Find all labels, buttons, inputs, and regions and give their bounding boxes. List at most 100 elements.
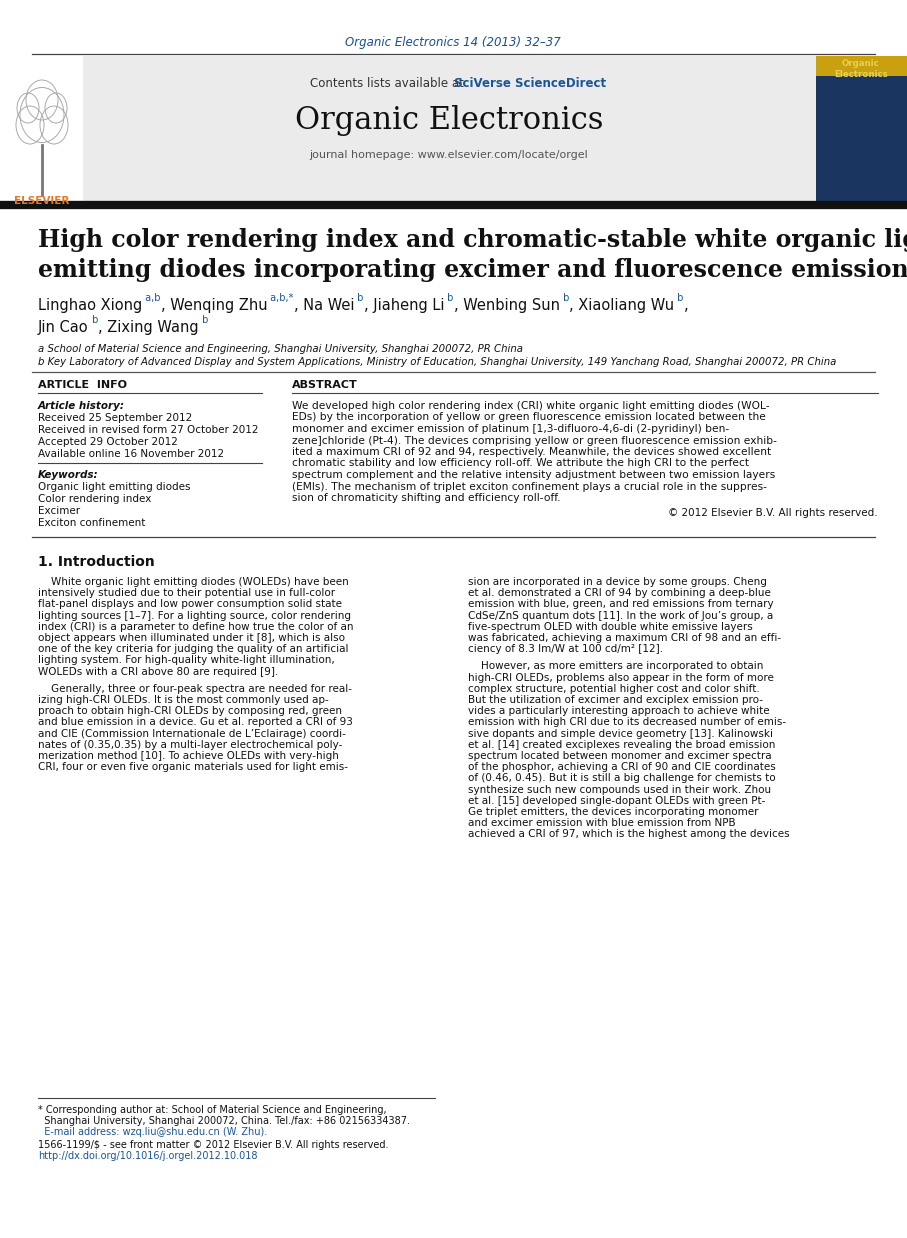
Text: Article history:: Article history: [38,401,125,411]
Text: et al. demonstrated a CRI of 94 by combining a deep-blue: et al. demonstrated a CRI of 94 by combi… [468,588,771,598]
Text: Generally, three or four-peak spectra are needed for real-: Generally, three or four-peak spectra ar… [38,683,352,693]
Text: EDs) by the incorporation of yellow or green fluorescence emission located betwe: EDs) by the incorporation of yellow or g… [292,412,766,422]
Text: , Jiaheng Li: , Jiaheng Li [364,298,444,313]
Text: five-spectrum OLED with double white emissive layers: five-spectrum OLED with double white emi… [468,621,753,631]
Text: monomer and excimer emission of platinum [1,3-difluoro-4,6-di (2-pyridinyl) ben-: monomer and excimer emission of platinum… [292,423,729,435]
Text: ABSTRACT: ABSTRACT [292,380,357,390]
Text: et al. [15] developed single-dopant OLEDs with green Pt-: et al. [15] developed single-dopant OLED… [468,796,766,806]
Text: complex structure, potential higher cost and color shift.: complex structure, potential higher cost… [468,683,760,693]
Text: Organic
Electronics: Organic Electronics [834,59,888,79]
Text: intensively studied due to their potential use in full-color: intensively studied due to their potenti… [38,588,335,598]
Text: Shanghai University, Shanghai 200072, China. Tel./fax: +86 02156334387.: Shanghai University, Shanghai 200072, Ch… [38,1115,410,1127]
Text: 1. Introduction: 1. Introduction [38,555,155,569]
Text: b: b [560,292,569,302]
Text: was fabricated, achieving a maximum CRI of 98 and an effi-: was fabricated, achieving a maximum CRI … [468,633,781,643]
Text: spectrum located between monomer and excimer spectra: spectrum located between monomer and exc… [468,751,772,761]
Text: izing high-CRI OLEDs. It is the most commonly used ap-: izing high-CRI OLEDs. It is the most com… [38,695,328,704]
Text: one of the key criteria for judging the quality of an artificial: one of the key criteria for judging the … [38,644,348,654]
Text: Ge triplet emitters, the devices incorporating monomer: Ge triplet emitters, the devices incorpo… [468,807,758,817]
Text: Exciton confinement: Exciton confinement [38,517,145,527]
Text: high-CRI OLEDs, problems also appear in the form of more: high-CRI OLEDs, problems also appear in … [468,672,774,682]
Text: , Xiaoliang Wu: , Xiaoliang Wu [569,298,674,313]
Text: Color rendering index: Color rendering index [38,494,151,504]
Text: ELSEVIER: ELSEVIER [15,196,70,206]
Text: et al. [14] created exciplexes revealing the broad emission: et al. [14] created exciplexes revealing… [468,740,775,750]
Text: flat-panel displays and low power consumption solid state: flat-panel displays and low power consum… [38,599,342,609]
Text: Available online 16 November 2012: Available online 16 November 2012 [38,449,224,459]
Text: , Zixing Wang: , Zixing Wang [98,319,199,335]
Text: http://dx.doi.org/10.1016/j.orgel.2012.10.018: http://dx.doi.org/10.1016/j.orgel.2012.1… [38,1151,258,1161]
Text: CdSe/ZnS quantum dots [11]. In the work of Jou’s group, a: CdSe/ZnS quantum dots [11]. In the work … [468,610,774,620]
Text: Accepted 29 October 2012: Accepted 29 October 2012 [38,437,178,447]
Text: a School of Material Science and Engineering, Shanghai University, Shanghai 2000: a School of Material Science and Enginee… [38,344,523,354]
Text: vides a particularly interesting approach to achieve white: vides a particularly interesting approac… [468,706,770,717]
Text: b: b [199,314,208,324]
Text: emitting diodes incorporating excimer and fluorescence emission: emitting diodes incorporating excimer an… [38,258,907,282]
Text: b: b [674,292,683,302]
Text: index (CRI) is a parameter to define how true the color of an: index (CRI) is a parameter to define how… [38,621,354,631]
Text: However, as more emitters are incorporated to obtain: However, as more emitters are incorporat… [468,661,764,671]
Text: But the utilization of excimer and exciplex emission pro-: But the utilization of excimer and excip… [468,695,763,704]
Text: Linghao Xiong: Linghao Xiong [38,298,142,313]
Text: Keywords:: Keywords: [38,470,99,480]
Text: of the phosphor, achieving a CRI of 90 and CIE coordinates: of the phosphor, achieving a CRI of 90 a… [468,763,775,773]
Text: E-mail address: wzq.liu@shu.edu.cn (W. Zhu).: E-mail address: wzq.liu@shu.edu.cn (W. Z… [38,1127,268,1136]
Text: Organic Electronics: Organic Electronics [295,105,603,136]
Text: chromatic stability and low efficiency roll-off. We attribute the high CRI to th: chromatic stability and low efficiency r… [292,458,749,468]
Text: * Corresponding author at: School of Material Science and Engineering,: * Corresponding author at: School of Mat… [38,1106,386,1115]
Text: lighting sources [1–7]. For a lighting source, color rendering: lighting sources [1–7]. For a lighting s… [38,610,351,620]
Text: proach to obtain high-CRI OLEDs by composing red, green: proach to obtain high-CRI OLEDs by compo… [38,706,342,717]
Text: and blue emission in a device. Gu et al. reported a CRI of 93: and blue emission in a device. Gu et al.… [38,717,353,728]
Bar [0,56,83,204]
Text: , Na Wei: , Na Wei [294,298,355,313]
Text: Jin Cao: Jin Cao [38,319,89,335]
Text: b Key Laboratory of Advanced Display and System Applications, Ministry of Educat: b Key Laboratory of Advanced Display and… [38,357,836,366]
Text: We developed high color rendering index (CRI) white organic light emitting diode: We developed high color rendering index … [292,401,770,411]
Text: sive dopants and simple device geometry [13]. Kalinowski: sive dopants and simple device geometry … [468,729,773,739]
Text: b: b [444,292,454,302]
Text: and excimer emission with blue emission from NPB: and excimer emission with blue emission … [468,818,736,828]
Text: , Wenqing Zhu: , Wenqing Zhu [161,298,268,313]
Text: ciency of 8.3 lm/W at 100 cd/m² [12].: ciency of 8.3 lm/W at 100 cd/m² [12]. [468,644,663,654]
Text: merization method [10]. To achieve OLEDs with very-high: merization method [10]. To achieve OLEDs… [38,751,339,761]
Text: Excimer: Excimer [38,506,80,516]
Text: © 2012 Elsevier B.V. All rights reserved.: © 2012 Elsevier B.V. All rights reserved… [668,509,878,519]
Text: of (0.46, 0.45). But it is still a big challenge for chemists to: of (0.46, 0.45). But it is still a big c… [468,774,775,784]
Text: SciVerse ScienceDirect: SciVerse ScienceDirect [454,77,606,90]
Text: White organic light emitting diodes (WOLEDs) have been: White organic light emitting diodes (WOL… [38,577,349,587]
Text: lighting system. For high-quality white-light illumination,: lighting system. For high-quality white-… [38,655,335,665]
Text: sion are incorporated in a device by some groups. Cheng: sion are incorporated in a device by som… [468,577,767,587]
Text: Received 25 September 2012: Received 25 September 2012 [38,413,192,423]
Text: synthesize such new compounds used in their work. Zhou: synthesize such new compounds used in th… [468,785,771,795]
Text: ,: , [683,298,688,313]
Text: sion of chromaticity shifting and efficiency roll-off.: sion of chromaticity shifting and effici… [292,493,561,503]
Text: b: b [89,314,98,324]
Text: Organic light emitting diodes: Organic light emitting diodes [38,482,190,491]
Text: emission with high CRI due to its decreased number of emis-: emission with high CRI due to its decrea… [468,717,786,728]
Text: b: b [355,292,364,302]
Bar [816,56,907,204]
Text: Organic Electronics 14 (2013) 32–37: Organic Electronics 14 (2013) 32–37 [346,36,561,50]
Text: zene]chloride (Pt-4). The devices comprising yellow or green fluorescence emissi: zene]chloride (Pt-4). The devices compri… [292,436,777,446]
Bar [816,56,907,76]
Bar [83,56,816,204]
Text: (EMls). The mechanism of triplet exciton confinement plays a crucial role in the: (EMls). The mechanism of triplet exciton… [292,482,767,491]
Text: Contents lists available at: Contents lists available at [310,77,468,90]
Text: a,b,*: a,b,* [268,292,294,302]
Text: spectrum complement and the relative intensity adjustment between two emission l: spectrum complement and the relative int… [292,470,775,480]
Text: High color rendering index and chromatic-stable white organic light: High color rendering index and chromatic… [38,228,907,253]
Text: nates of (0.35,0.35) by a multi-layer electrochemical poly-: nates of (0.35,0.35) by a multi-layer el… [38,740,342,750]
Text: Received in revised form 27 October 2012: Received in revised form 27 October 2012 [38,425,258,435]
Text: ARTICLE  INFO: ARTICLE INFO [38,380,127,390]
Text: a,b: a,b [142,292,161,302]
Text: achieved a CRI of 97, which is the highest among the devices: achieved a CRI of 97, which is the highe… [468,829,790,839]
Text: , Wenbing Sun: , Wenbing Sun [454,298,560,313]
Text: journal homepage: www.elsevier.com/locate/orgel: journal homepage: www.elsevier.com/locat… [309,150,589,160]
Text: 1566-1199/$ - see front matter © 2012 Elsevier B.V. All rights reserved.: 1566-1199/$ - see front matter © 2012 El… [38,1140,388,1150]
Text: emission with blue, green, and red emissions from ternary: emission with blue, green, and red emiss… [468,599,774,609]
Text: and CIE (Commission Internationale de L’Eclairage) coordi-: and CIE (Commission Internationale de L’… [38,729,346,739]
Text: WOLEDs with a CRI above 80 are required [9].: WOLEDs with a CRI above 80 are required … [38,666,278,677]
Text: object appears when illuminated under it [8], which is also: object appears when illuminated under it… [38,633,345,643]
Text: ited a maximum CRI of 92 and 94, respectively. Meanwhile, the devices showed exc: ited a maximum CRI of 92 and 94, respect… [292,447,771,457]
Text: CRI, four or even five organic materials used for light emis-: CRI, four or even five organic materials… [38,763,348,773]
